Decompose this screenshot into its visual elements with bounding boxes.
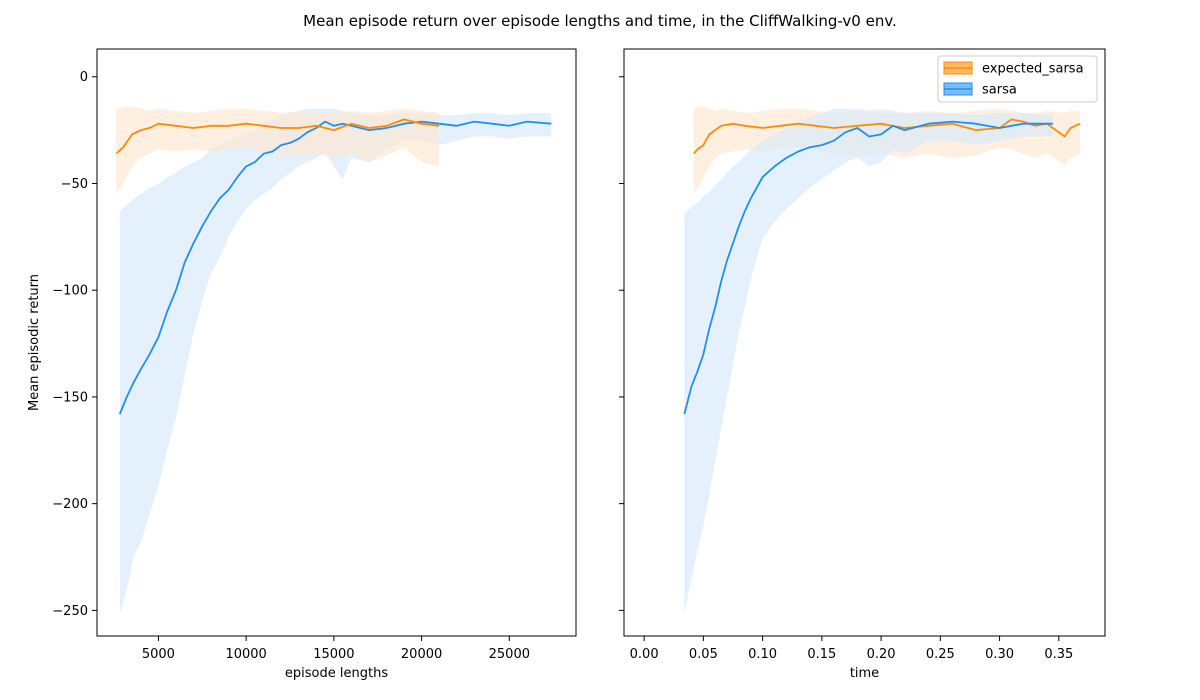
y-tick-label: −150 xyxy=(52,390,88,405)
legend-label-sarsa: sarsa xyxy=(982,83,1017,98)
panel-2: 0.00 0.05 0.10 0.15 0.20 0.25 0.30 0.35 time expe… xyxy=(619,48,1106,681)
confidence-band-sarsa xyxy=(684,108,1053,615)
y-tick-label: −250 xyxy=(52,604,88,619)
x-tick-label: 0.10 xyxy=(748,647,777,662)
x-tick-label: 10000 xyxy=(225,647,266,662)
confidence-band-expected-sarsa xyxy=(116,106,440,195)
x-tick-label: 25000 xyxy=(489,647,530,662)
y-tick-label: −50 xyxy=(61,177,88,192)
figure-title: Mean episode return over episode lengths… xyxy=(303,12,897,30)
y-axis-label: Mean episodic return xyxy=(27,274,42,411)
legend-box xyxy=(937,55,1098,103)
x-tick-label: 5000 xyxy=(142,647,175,662)
x-tick-label: 0.20 xyxy=(867,647,896,662)
x-tick-label: 0.35 xyxy=(1044,647,1073,662)
x-tick-label: 0.05 xyxy=(689,647,718,662)
x-axis-label: episode lengths xyxy=(285,666,388,681)
series-line-expected-sarsa xyxy=(115,118,440,155)
x-tick-label: 20000 xyxy=(401,647,442,662)
confidence-band-sarsa xyxy=(119,108,552,615)
x-tick-label: 0.30 xyxy=(985,647,1014,662)
panel-1: 0 −50 −100 −150 −200 −250 5000 10000 15000 20000 2… xyxy=(27,48,577,681)
x-tick-label: 0.25 xyxy=(926,647,955,662)
series-line-sarsa xyxy=(683,120,1053,415)
x-tick-label: 15000 xyxy=(313,647,354,662)
x-axis-label: time xyxy=(850,666,879,681)
x-tick-label: 0.00 xyxy=(630,647,659,662)
plot-frame xyxy=(623,48,1106,637)
series-line-sarsa xyxy=(118,120,552,415)
legend-label-expected-sarsa: expected_sarsa xyxy=(982,62,1084,77)
y-tick-label: −100 xyxy=(52,284,88,299)
x-tick-label: 0.15 xyxy=(807,647,836,662)
y-tick-label: −200 xyxy=(52,497,88,512)
plot-frame xyxy=(96,48,577,637)
y-tick-label: 0 xyxy=(80,70,88,85)
